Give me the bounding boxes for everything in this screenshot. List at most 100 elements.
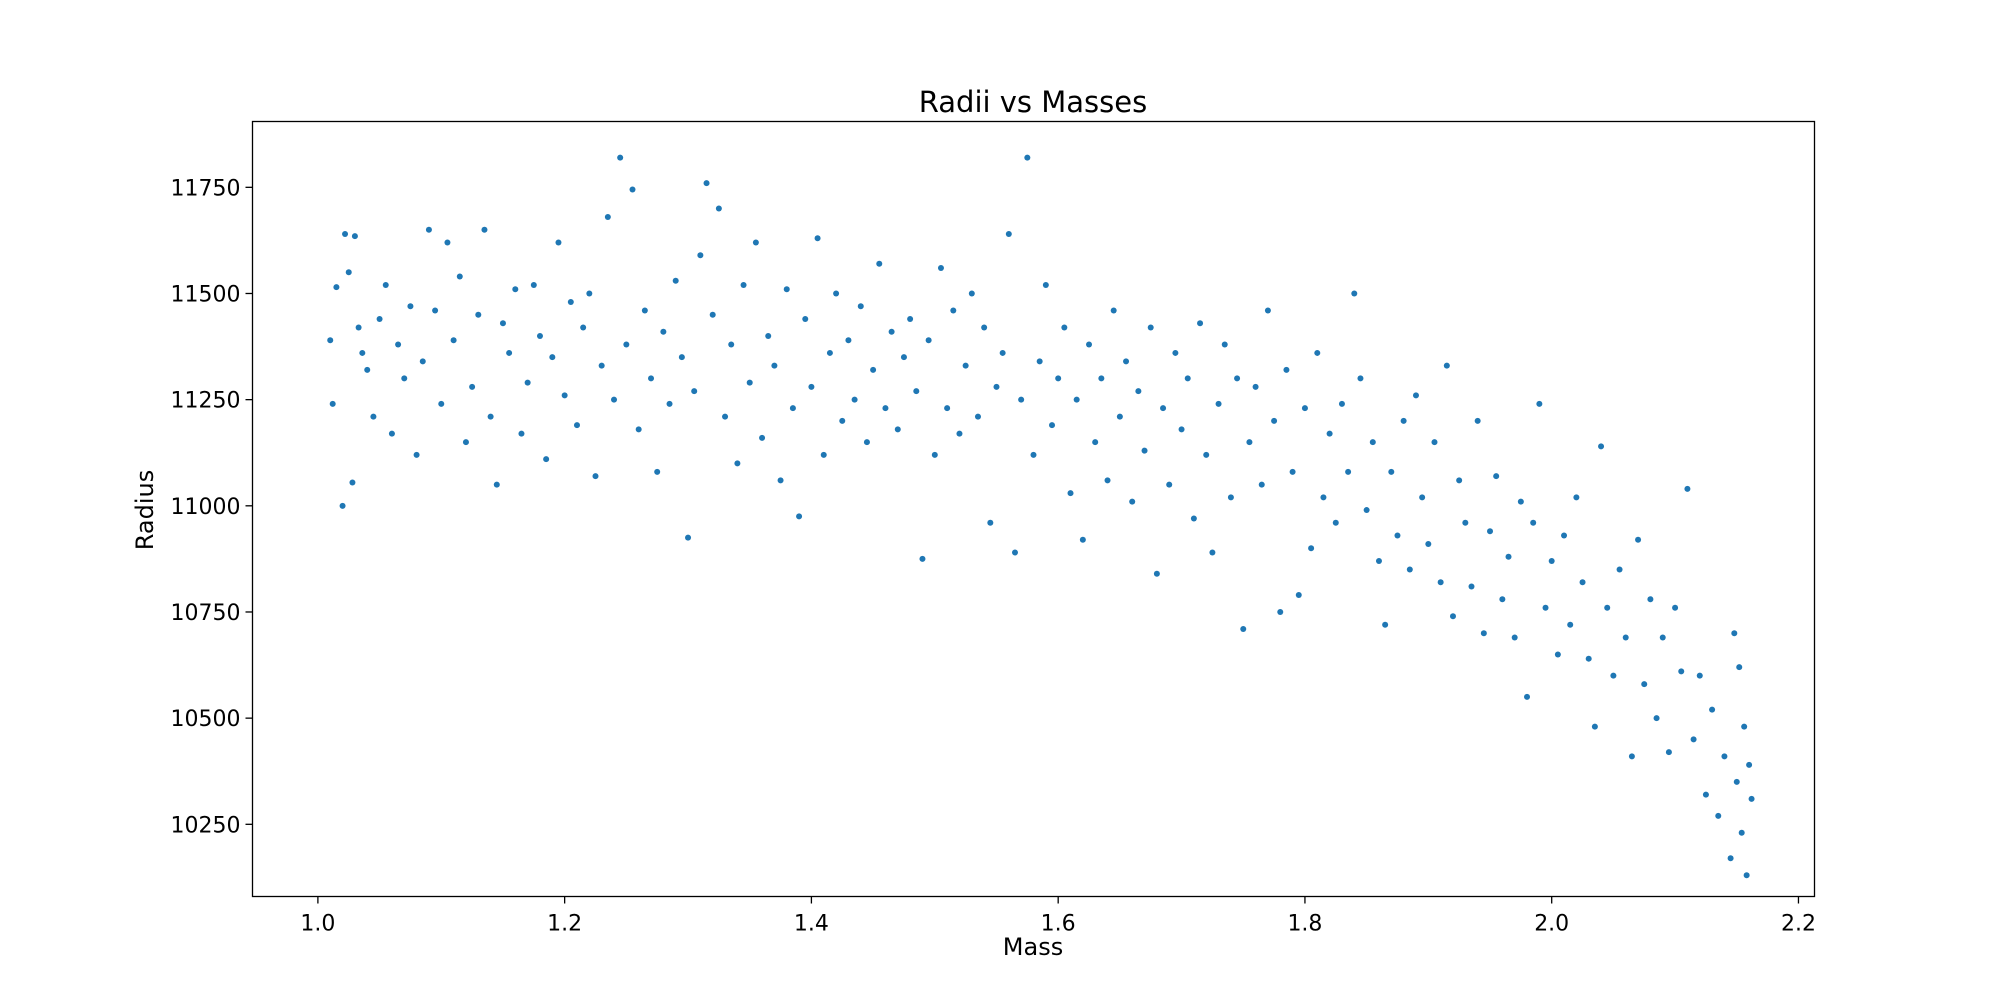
chart-title: Radii vs Masses — [919, 85, 1147, 119]
data-point — [789, 405, 796, 412]
data-point — [709, 311, 716, 318]
data-point — [1264, 307, 1271, 314]
data-point — [1011, 549, 1018, 556]
data-point — [351, 233, 358, 240]
data-point — [561, 392, 568, 399]
data-point — [1684, 485, 1691, 492]
x-axis-ticks: 1.0 1.2 1.4 1.6 1.8 2.0 2.2 — [300, 896, 1816, 937]
data-point — [1036, 358, 1043, 365]
data-point — [1474, 417, 1481, 424]
data-point — [382, 281, 389, 288]
data-point — [1585, 655, 1592, 662]
data-point — [425, 226, 432, 233]
data-point — [925, 337, 932, 344]
data-point — [715, 205, 722, 212]
scatter-points — [327, 154, 1755, 879]
data-point — [1110, 307, 1117, 314]
data-point — [1369, 439, 1376, 446]
data-point — [876, 260, 883, 267]
data-point — [777, 477, 784, 484]
data-point — [752, 239, 759, 246]
data-point — [1412, 392, 1419, 399]
data-point — [1221, 341, 1228, 348]
data-point — [1104, 477, 1111, 484]
x-tick-label: 1.0 — [300, 912, 335, 937]
y-tick-label: 11250 — [171, 389, 241, 414]
data-point — [1641, 681, 1648, 688]
data-point — [617, 154, 624, 161]
data-point — [882, 405, 889, 412]
data-point — [518, 430, 525, 437]
data-point — [1141, 447, 1148, 454]
data-point — [598, 362, 605, 369]
data-point — [475, 311, 482, 318]
data-point — [419, 358, 426, 365]
x-axis-label: Mass — [1003, 933, 1063, 961]
data-point — [802, 315, 809, 322]
data-point — [1715, 812, 1722, 819]
data-point — [1042, 281, 1049, 288]
data-point — [1024, 154, 1031, 161]
data-point — [1604, 604, 1611, 611]
data-point — [469, 383, 476, 390]
data-point — [944, 405, 951, 412]
data-point — [814, 235, 821, 242]
data-point — [1493, 473, 1500, 480]
data-point — [1172, 349, 1179, 356]
data-point — [1234, 375, 1241, 382]
data-point — [1277, 608, 1284, 615]
data-point — [1736, 664, 1743, 671]
data-point — [623, 341, 630, 348]
data-point — [342, 231, 349, 238]
y-tick-label: 11750 — [171, 176, 241, 201]
data-point — [1271, 417, 1278, 424]
data-point — [1338, 400, 1345, 407]
data-point — [1160, 405, 1167, 412]
data-point — [1462, 519, 1469, 526]
data-point — [1610, 672, 1617, 679]
data-point — [783, 286, 790, 293]
data-point — [833, 290, 840, 297]
data-point — [604, 214, 611, 221]
data-point — [536, 332, 543, 339]
data-point — [894, 426, 901, 433]
data-point — [666, 400, 673, 407]
x-tick-label: 1.8 — [1287, 912, 1322, 937]
data-point — [1308, 545, 1315, 552]
data-point — [462, 439, 469, 446]
data-point — [512, 286, 519, 293]
x-tick-label: 2.2 — [1781, 912, 1816, 937]
data-point — [1252, 383, 1259, 390]
data-point — [1166, 481, 1173, 488]
data-point — [1197, 320, 1204, 327]
data-point — [1332, 519, 1339, 526]
data-point — [329, 400, 336, 407]
data-point — [1067, 490, 1074, 497]
data-point — [1147, 324, 1154, 331]
data-point — [956, 430, 963, 437]
data-point — [444, 239, 451, 246]
data-point — [349, 479, 356, 486]
data-point — [808, 383, 815, 390]
data-point — [1049, 422, 1056, 429]
data-point — [1542, 604, 1549, 611]
data-point — [851, 396, 858, 403]
data-point — [888, 328, 895, 335]
data-point — [1135, 388, 1142, 395]
data-point — [388, 430, 395, 437]
data-point — [962, 362, 969, 369]
data-point — [1573, 494, 1580, 501]
data-point — [1468, 583, 1475, 590]
data-point — [1487, 528, 1494, 535]
data-point — [1030, 451, 1037, 458]
data-point — [1591, 723, 1598, 730]
data-point — [493, 481, 500, 488]
data-point — [580, 324, 587, 331]
data-point — [1536, 400, 1543, 407]
data-point — [1005, 231, 1012, 238]
y-tick-label: 11500 — [171, 282, 241, 307]
data-point — [1055, 375, 1062, 382]
data-point — [771, 362, 778, 369]
data-point — [1672, 604, 1679, 611]
data-point — [1357, 375, 1364, 382]
